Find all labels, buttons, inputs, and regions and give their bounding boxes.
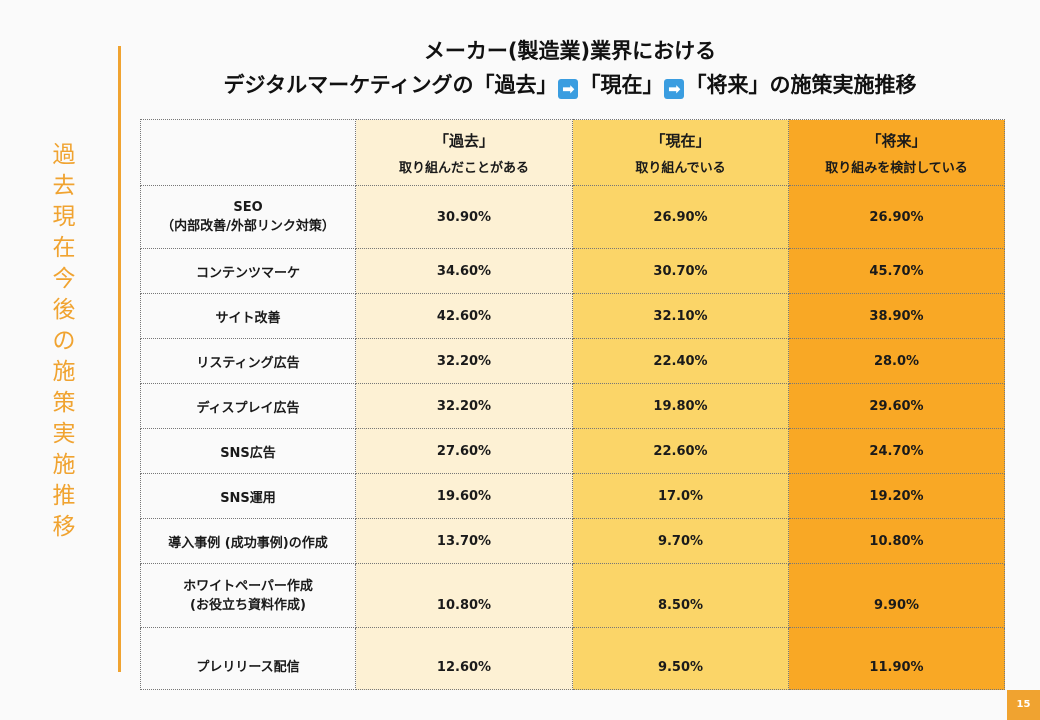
cell-future: 26.90% bbox=[788, 185, 1005, 249]
row-label-line2: （内部改善/外部リンク対策） bbox=[161, 219, 335, 234]
table-row: 導入事例 (成功事例)の作成 13.70% 9.70% 10.80% bbox=[140, 518, 1005, 564]
cell-future: 28.0% bbox=[788, 338, 1005, 384]
row-label-line1: ホワイトペーパー作成 bbox=[183, 578, 313, 594]
side-title-char: 施 bbox=[52, 359, 76, 385]
right-arrow-icon: ➡ bbox=[558, 79, 579, 99]
page-number: 15 bbox=[1007, 690, 1040, 720]
title-part: 「現在」 bbox=[579, 73, 664, 97]
table-row: SNS運用 19.60% 17.0% 19.20% bbox=[140, 473, 1005, 519]
row-label: SEO （内部改善/外部リンク対策） bbox=[140, 185, 356, 249]
cell-future: 11.90% bbox=[788, 627, 1005, 690]
side-title-char: 策 bbox=[52, 390, 76, 416]
row-label-line1: SEO bbox=[233, 200, 263, 215]
slide-title: メーカー(製造業)業界における デジタルマーケティングの「過去」 ➡ 「現在」 ➡ 「将… bbox=[150, 34, 990, 102]
side-title-char: 過 bbox=[52, 142, 76, 168]
header-name: 「将来」 bbox=[866, 131, 927, 150]
table-row: SEO （内部改善/外部リンク対策） 30.90% 26.90% 26.90% bbox=[140, 185, 1005, 249]
side-title-char: 今 bbox=[52, 266, 76, 292]
cell-now: 32.10% bbox=[572, 293, 789, 339]
header-now: 「現在」 取り組んでいる bbox=[572, 119, 789, 186]
side-title-char: の bbox=[52, 328, 76, 354]
table-row: コンテンツマーケ 34.60% 30.70% 45.70% bbox=[140, 248, 1005, 294]
cell-future: 9.90% bbox=[788, 563, 1005, 628]
row-label: SNS運用 bbox=[140, 473, 356, 519]
cell-now: 22.60% bbox=[572, 428, 789, 474]
cell-past: 32.20% bbox=[355, 383, 573, 429]
header-past: 「過去」 取り組んだことがある bbox=[355, 119, 573, 186]
cell-now: 17.0% bbox=[572, 473, 789, 519]
cell-now: 22.40% bbox=[572, 338, 789, 384]
side-title-char: 推 bbox=[52, 483, 76, 509]
row-label: ディスプレイ広告 bbox=[140, 383, 356, 429]
row-label: プレリリース配信 bbox=[140, 627, 356, 690]
cell-past: 13.70% bbox=[355, 518, 573, 564]
title-line-1: メーカー(製造業)業界における bbox=[423, 39, 717, 63]
table-row: SNS広告 27.60% 22.60% 24.70% bbox=[140, 428, 1005, 474]
cell-past: 42.60% bbox=[355, 293, 573, 339]
cell-past: 12.60% bbox=[355, 627, 573, 690]
cell-past: 30.90% bbox=[355, 185, 573, 249]
row-label-line2: (お役立ち資料作成) bbox=[190, 597, 306, 613]
cell-future: 19.20% bbox=[788, 473, 1005, 519]
cell-future: 24.70% bbox=[788, 428, 1005, 474]
cell-past: 10.80% bbox=[355, 563, 573, 628]
cell-future: 38.90% bbox=[788, 293, 1005, 339]
cell-now: 9.70% bbox=[572, 518, 789, 564]
table-row: プレリリース配信 12.60% 9.50% 11.90% bbox=[140, 627, 1005, 690]
cell-now: 9.50% bbox=[572, 627, 789, 690]
side-title-char: 実 bbox=[52, 421, 76, 447]
cell-future: 29.60% bbox=[788, 383, 1005, 429]
row-label: SNS広告 bbox=[140, 428, 356, 474]
accent-bar bbox=[118, 46, 121, 672]
row-label: 導入事例 (成功事例)の作成 bbox=[140, 518, 356, 564]
header-empty-cell bbox=[140, 119, 356, 186]
table-row: ホワイトペーパー作成 (お役立ち資料作成) 10.80% 8.50% 9.90% bbox=[140, 563, 1005, 628]
cell-now: 19.80% bbox=[572, 383, 789, 429]
header-name: 「過去」 bbox=[433, 131, 494, 150]
vertical-side-title: 過 去 現 在 今 後 の 施 策 実 施 推 移 bbox=[47, 140, 81, 543]
cell-future: 45.70% bbox=[788, 248, 1005, 294]
title-line-2: デジタルマーケティングの「過去」 ➡ 「現在」 ➡ 「将来」の施策実施推移 bbox=[150, 68, 990, 102]
header-sub: 取り組んだことがある bbox=[398, 160, 529, 176]
table-row: ディスプレイ広告 32.20% 19.80% 29.60% bbox=[140, 383, 1005, 429]
cell-future: 10.80% bbox=[788, 518, 1005, 564]
cell-past: 27.60% bbox=[355, 428, 573, 474]
row-label: サイト改善 bbox=[140, 293, 356, 339]
cell-past: 34.60% bbox=[355, 248, 573, 294]
table-row: リスティング広告 32.20% 22.40% 28.0% bbox=[140, 338, 1005, 384]
cell-now: 30.70% bbox=[572, 248, 789, 294]
comparison-table: 「過去」 取り組んだことがある 「現在」 取り組んでいる 「将来」 取り組みを検… bbox=[140, 119, 1005, 690]
header-row: 「過去」 取り組んだことがある 「現在」 取り組んでいる 「将来」 取り組みを検… bbox=[140, 119, 1005, 186]
right-arrow-icon: ➡ bbox=[664, 79, 685, 99]
title-part: 「将来」の施策実施推移 bbox=[685, 73, 917, 97]
header-future: 「将来」 取り組みを検討している bbox=[788, 119, 1005, 186]
side-title-char: 去 bbox=[52, 173, 76, 199]
cell-past: 32.20% bbox=[355, 338, 573, 384]
side-title-char: 施 bbox=[52, 452, 76, 478]
side-title-char: 現 bbox=[52, 204, 76, 230]
side-title-char: 後 bbox=[52, 297, 76, 323]
row-label: リスティング広告 bbox=[140, 338, 356, 384]
cell-now: 26.90% bbox=[572, 185, 789, 249]
row-label: コンテンツマーケ bbox=[140, 248, 356, 294]
table-row: サイト改善 42.60% 32.10% 38.90% bbox=[140, 293, 1005, 339]
header-name: 「現在」 bbox=[650, 131, 711, 150]
side-title-char: 在 bbox=[52, 235, 76, 261]
header-sub: 取り組んでいる bbox=[635, 160, 726, 176]
title-part: デジタルマーケティングの「過去」 bbox=[223, 73, 558, 97]
cell-past: 19.60% bbox=[355, 473, 573, 519]
row-label: ホワイトペーパー作成 (お役立ち資料作成) bbox=[140, 563, 356, 628]
side-title-char: 移 bbox=[52, 514, 76, 540]
header-sub: 取り組みを検討している bbox=[825, 160, 968, 176]
cell-now: 8.50% bbox=[572, 563, 789, 628]
